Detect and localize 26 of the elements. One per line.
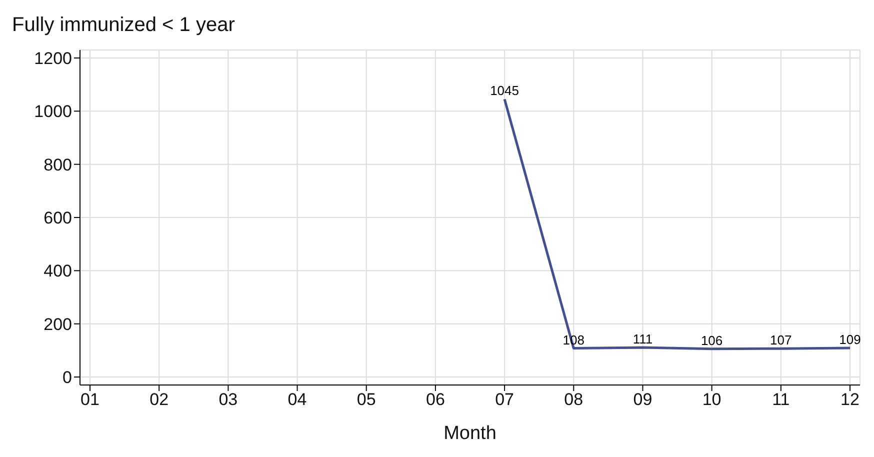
data-label: 1045 (490, 83, 520, 98)
y-tick-label: 400 (44, 262, 72, 281)
x-tick-label: 11 (772, 390, 790, 410)
data-label: 111 (632, 332, 653, 347)
data-label: 109 (839, 332, 861, 348)
x-tick-label: 05 (356, 390, 376, 410)
y-tick-label: 600 (44, 208, 72, 228)
x-tick-label: 06 (426, 390, 445, 410)
y-tick-label: 0 (62, 368, 72, 388)
x-tick-label: 09 (633, 390, 652, 410)
x-tick-label: 08 (564, 390, 584, 410)
y-tick-label: 1200 (34, 49, 72, 68)
x-tick-label: 04 (288, 390, 307, 410)
x-tick-label: 02 (150, 390, 169, 410)
x-axis-title: Month (444, 423, 496, 444)
data-label: 107 (770, 332, 792, 348)
x-tick-label: 10 (702, 390, 722, 410)
x-tick-label: 07 (495, 390, 514, 410)
x-tick-label: 12 (840, 390, 860, 410)
y-tick-label: 800 (44, 155, 72, 174)
y-tick-label: 1000 (34, 102, 72, 122)
data-label: 106 (700, 332, 723, 348)
y-tick-label: 200 (44, 314, 72, 334)
chart-title: Fully immunized < 1 year (12, 14, 235, 37)
x-tick-label: 03 (218, 390, 238, 410)
x-tick-label: 01 (80, 390, 100, 410)
